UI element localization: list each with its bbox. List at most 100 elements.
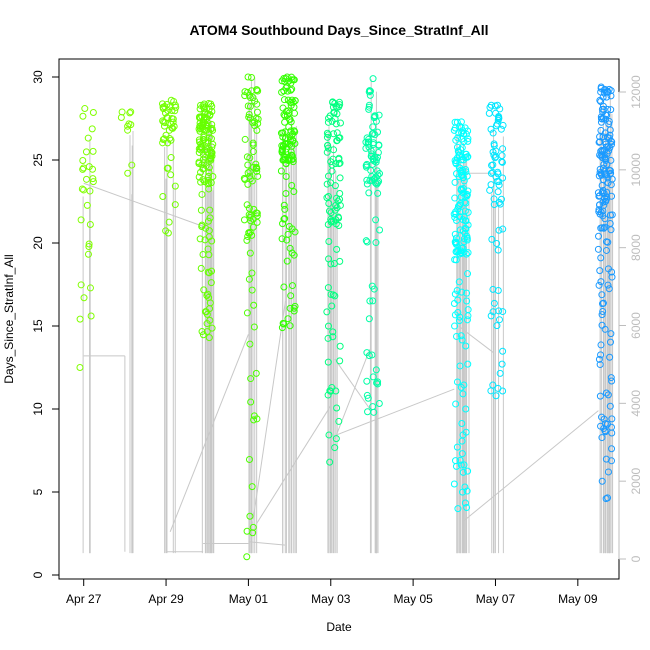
data-point bbox=[604, 391, 612, 399]
data-point bbox=[162, 227, 170, 235]
data-point bbox=[244, 161, 252, 169]
data-point bbox=[499, 145, 507, 153]
data-point bbox=[451, 256, 459, 264]
data-point bbox=[171, 201, 179, 209]
data-point bbox=[464, 153, 472, 161]
y2-tick-label: 12000 bbox=[629, 75, 643, 109]
data-point bbox=[246, 168, 254, 176]
data-point bbox=[457, 332, 465, 340]
data-point bbox=[363, 160, 371, 168]
data-point bbox=[208, 149, 216, 157]
data-point bbox=[248, 286, 256, 294]
data-point bbox=[368, 130, 376, 138]
data-point bbox=[600, 164, 608, 172]
data-point bbox=[485, 109, 493, 117]
data-point bbox=[369, 297, 377, 305]
data-point bbox=[128, 161, 136, 169]
y2-tick-label: 4000 bbox=[629, 390, 643, 417]
data-point bbox=[375, 399, 383, 407]
data-point bbox=[606, 131, 614, 139]
data-point bbox=[498, 360, 506, 368]
data-point bbox=[451, 178, 459, 186]
data-point bbox=[198, 144, 206, 152]
y-tick-label: 0 bbox=[31, 571, 45, 578]
data-point bbox=[457, 383, 465, 391]
data-point bbox=[487, 101, 495, 109]
data-point bbox=[334, 197, 342, 205]
data-point bbox=[459, 390, 467, 398]
data-point bbox=[165, 218, 173, 226]
data-point bbox=[597, 208, 605, 216]
data-point bbox=[459, 216, 467, 224]
trace-connector bbox=[256, 405, 332, 524]
data-point bbox=[254, 172, 262, 180]
y2-tick-label: 8000 bbox=[629, 234, 643, 261]
data-point bbox=[451, 311, 459, 319]
data-point bbox=[364, 408, 372, 416]
data-point bbox=[606, 167, 614, 175]
y-axis-right: 0 2000 4000 6000 8000 10000 12000 bbox=[618, 75, 643, 562]
data-point bbox=[596, 392, 604, 400]
data-point bbox=[499, 347, 507, 355]
data-point bbox=[600, 105, 608, 113]
data-point bbox=[487, 312, 495, 320]
data-point bbox=[198, 190, 206, 198]
data-point bbox=[288, 282, 296, 290]
data-point bbox=[89, 108, 97, 116]
data-point bbox=[601, 427, 609, 435]
x-tick-label: May 03 bbox=[311, 592, 351, 606]
data-point bbox=[245, 455, 253, 463]
data-point bbox=[279, 319, 287, 327]
data-point bbox=[281, 140, 289, 148]
data-point bbox=[324, 358, 332, 366]
data-point bbox=[493, 322, 501, 330]
data-point bbox=[605, 134, 613, 142]
data-point bbox=[252, 369, 260, 377]
data-point bbox=[200, 105, 208, 113]
data-point bbox=[602, 246, 610, 254]
data-point bbox=[458, 186, 466, 194]
data-point bbox=[330, 146, 338, 154]
data-point bbox=[84, 134, 92, 142]
data-point bbox=[372, 216, 380, 224]
data-point bbox=[287, 156, 295, 164]
data-point bbox=[243, 309, 251, 317]
y-tick-label: 25 bbox=[31, 153, 45, 167]
x-tick-label: Apr 29 bbox=[148, 592, 184, 606]
data-point bbox=[206, 214, 214, 222]
data-point bbox=[195, 113, 203, 121]
data-point bbox=[89, 165, 97, 173]
data-point bbox=[205, 168, 213, 176]
x-tick-label: May 05 bbox=[393, 592, 433, 606]
data-point bbox=[159, 193, 167, 201]
data-point bbox=[285, 223, 293, 231]
data-point bbox=[365, 88, 373, 96]
data-point bbox=[450, 126, 458, 134]
data-point bbox=[462, 342, 470, 350]
data-point bbox=[366, 297, 374, 305]
data-point bbox=[124, 126, 132, 134]
data-point bbox=[454, 505, 462, 513]
data-point bbox=[487, 181, 495, 189]
data-point bbox=[88, 125, 96, 133]
data-point bbox=[200, 159, 208, 167]
data-point bbox=[451, 208, 459, 216]
data-point bbox=[607, 226, 615, 234]
data-point bbox=[323, 133, 331, 141]
data-point bbox=[205, 164, 213, 172]
data-point bbox=[78, 185, 86, 193]
data-point bbox=[464, 270, 472, 278]
data-point bbox=[464, 360, 472, 368]
data-point bbox=[454, 296, 462, 304]
data-point bbox=[241, 135, 249, 143]
data-point bbox=[76, 315, 84, 323]
data-point bbox=[490, 140, 498, 148]
data-point bbox=[370, 285, 378, 293]
data-point bbox=[168, 115, 176, 123]
data-point bbox=[452, 400, 460, 408]
data-point bbox=[601, 154, 609, 162]
data-point bbox=[196, 138, 204, 146]
data-point bbox=[457, 124, 465, 132]
data-point bbox=[608, 377, 616, 385]
data-point bbox=[607, 169, 615, 177]
